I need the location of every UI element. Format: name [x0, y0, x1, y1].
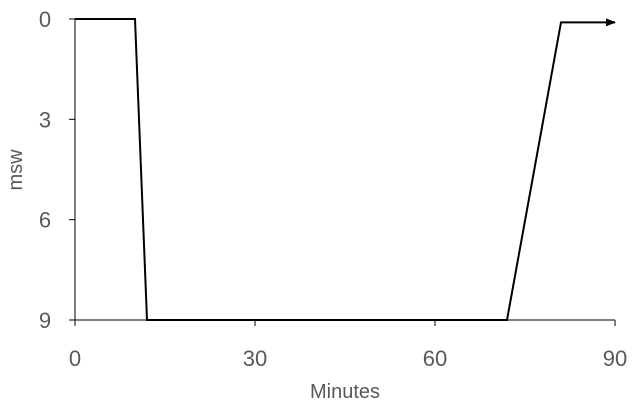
y-axis-label: msw — [5, 149, 27, 191]
y-tick-label: 3 — [39, 107, 51, 132]
x-tick-label: 0 — [69, 346, 81, 371]
x-tick-label: 90 — [603, 346, 627, 371]
y-tick-label: 0 — [39, 7, 51, 32]
x-tick-label: 60 — [423, 346, 447, 371]
x-tick-label: 30 — [243, 346, 267, 371]
x-axis-label: Minutes — [310, 381, 380, 403]
y-tick-label: 6 — [39, 208, 51, 233]
dive-profile-line — [75, 18, 616, 321]
y-tick-label: 9 — [39, 308, 51, 333]
